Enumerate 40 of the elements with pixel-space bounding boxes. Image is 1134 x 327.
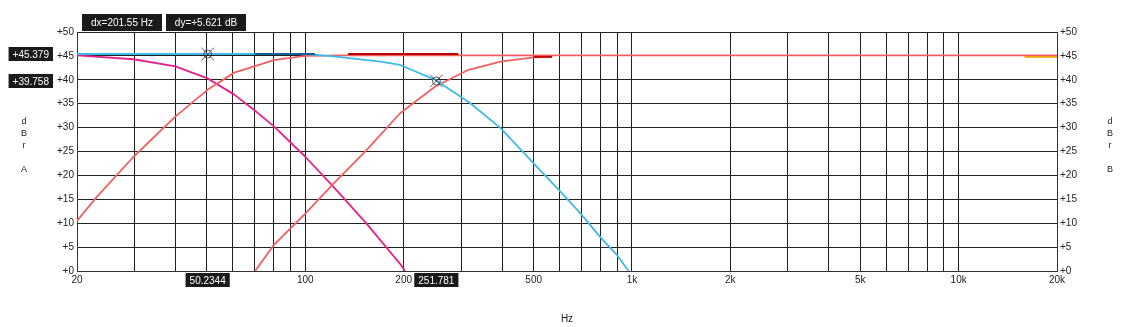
text: dy=+5.621 dB: [174, 16, 238, 28]
y-tick-label: +5: [62, 240, 75, 252]
y2-tick-label: +10: [1060, 216, 1078, 228]
x-tick-label: 2k: [725, 273, 737, 285]
x-tick-label: 100: [296, 273, 315, 285]
y2-tick-label: +45: [1060, 49, 1078, 61]
y-tick-label: +30: [57, 121, 75, 133]
y2-tick-label: +20: [1060, 169, 1078, 181]
x-tick-label: 200: [395, 273, 413, 285]
y2-tick-label: +25: [1060, 145, 1078, 157]
y-tick-label: +50: [57, 25, 75, 37]
text: +45.379: [12, 48, 50, 60]
text: +39.758: [12, 75, 50, 87]
y2-tick-label: +50: [1060, 25, 1078, 37]
y-tick-label: +10: [57, 216, 75, 228]
y-tick-label: +40: [57, 73, 75, 85]
text: dBr B: [1106, 115, 1114, 174]
y2-tick-label: +30: [1060, 121, 1078, 133]
y2-tick-label: +15: [1060, 193, 1078, 205]
x-tick-label: 500: [525, 273, 543, 285]
x-axis-title: Hz: [560, 312, 574, 324]
text: dx=201.55 Hz: [91, 16, 153, 28]
x-tick-label: 20k: [1048, 273, 1067, 285]
y-tick-label: +15: [57, 193, 75, 205]
y2-tick-label: +0: [1060, 264, 1072, 276]
y-tick-label: +0: [62, 264, 75, 276]
y2-tick-label: +40: [1060, 73, 1078, 85]
x-tick-label: 20: [71, 273, 83, 285]
y-tick-label: +35: [57, 97, 75, 109]
y-tick-label: +45: [57, 49, 75, 61]
y-tick-label: +20: [57, 169, 75, 181]
x-tick-label: 5k: [855, 273, 867, 285]
x-tick-label: 10k: [950, 273, 968, 285]
y2-tick-label: +35: [1060, 97, 1078, 109]
y2-tick-label: +5: [1060, 240, 1072, 252]
text: 251.781: [418, 274, 455, 286]
text: 50.2344: [189, 274, 227, 286]
text: dBr A: [20, 115, 28, 174]
x-tick-label: 1k: [626, 273, 639, 285]
y-tick-label: +25: [57, 145, 75, 157]
